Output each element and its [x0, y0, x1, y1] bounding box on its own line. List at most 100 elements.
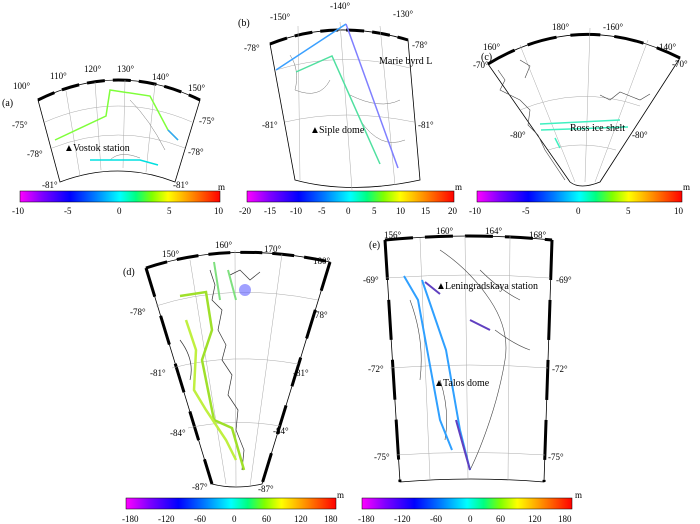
panel-d-track-2: [184, 319, 238, 461]
vostok-station-label: Vostok station: [73, 143, 130, 154]
colorbar-tick: -180: [122, 514, 139, 524]
colorbar-tick: -10: [469, 206, 481, 216]
panel-d-colorbar-unit: m: [337, 490, 344, 500]
panel-b-coastline: [289, 54, 406, 143]
panel-b-frame: [269, 29, 421, 188]
panel-e-lat-label-right: -72°: [552, 364, 568, 374]
map-panel-a: (a) 100° 110° 120° 130° 140° 150° -75° -…: [2, 64, 225, 216]
colorbar-tick: 60: [262, 514, 272, 524]
siple-dome-label: Siple dome: [319, 125, 365, 136]
panel-c-lat-label-left: -80°: [510, 130, 526, 140]
colorbar-tick: -20: [239, 206, 251, 216]
panel-a-lat-label-right: -81°: [173, 180, 189, 190]
panel-d-lon-labels: 150° 160° 170° 180°: [162, 240, 331, 266]
colorbar-tick: 10: [396, 206, 406, 216]
panel-a-lon-label: 150°: [188, 83, 206, 93]
panel-c-colorbar-ticks: -10 -5 0 5 10: [469, 206, 684, 216]
panel-b-colorbar-unit: m: [455, 182, 462, 192]
panel-e-frame: [384, 235, 553, 483]
vostok-station-marker: ▲: [64, 143, 74, 154]
panel-e-lat-labels: -69° -72° -75° -69° -72° -75°: [363, 275, 572, 462]
panel-b-lat-label-left: -78°: [244, 43, 260, 53]
panel-d-lat-label-left: -84°: [170, 428, 186, 438]
panel-e-colorbar-unit: m: [575, 490, 582, 500]
leningradskaya-station-label: Leningradskaya station: [445, 281, 538, 292]
colorbar-tick: 10: [214, 206, 224, 216]
colorbar-tick: 0: [346, 206, 351, 216]
panel-a-lat-label-right: -75°: [199, 116, 215, 126]
panel-a-lon-label: 120°: [84, 64, 102, 74]
panel-c-outer-arc: [487, 32, 681, 66]
panel-a-lat-label-left: -78°: [27, 149, 43, 159]
map-panel-c: (c) 160° 180° -160° -140° -70° -80° -70°…: [469, 22, 690, 216]
panel-e-side-right: [542, 239, 554, 483]
panel-e-label: (e): [369, 240, 380, 251]
panel-c-lat-label-left: -70°: [473, 60, 489, 70]
panel-e-lat-label-left: -75°: [374, 452, 390, 462]
panel-e-colorbar: [361, 497, 573, 510]
panel-c-lat-label-right: -80°: [632, 130, 648, 140]
panel-a-lat-label-left: -75°: [12, 120, 28, 130]
colorbar-tick: 5: [626, 206, 631, 216]
panel-e-lon-label: 164°: [485, 226, 503, 236]
panel-c-label: (c): [481, 52, 492, 63]
panel-d-lon-label: 180°: [313, 256, 331, 266]
panel-b-track-2: [345, 23, 399, 169]
panel-c-lon-label: 180°: [552, 22, 570, 32]
panel-b-label: (b): [238, 18, 250, 29]
colorbar-tick: 0: [468, 514, 473, 524]
panel-b-track-3: [295, 55, 381, 165]
panel-c-coastline: [497, 59, 651, 181]
colorbar-tick: 5: [167, 206, 172, 216]
colorbar-tick: 120: [294, 514, 308, 524]
panel-c-colorbar: [476, 190, 683, 203]
panel-e-side-left: [383, 239, 402, 483]
panel-d-lat-label-left: -78°: [130, 307, 146, 317]
panel-c-lon-label: 160°: [483, 42, 501, 52]
colorbar-tick: -60: [194, 514, 206, 524]
panel-b-track-1: [275, 23, 347, 71]
panel-a-lat-labels: -75° -78° -81° -75° -78° -81°: [12, 116, 215, 190]
leningradskaya-station-marker: ▲: [436, 281, 446, 292]
colorbar-tick: 180: [324, 514, 338, 524]
panel-e-track-1: [403, 275, 453, 451]
panel-e-lat-label-left: -69°: [363, 275, 379, 285]
panel-d-lat-label-left: -81°: [150, 368, 166, 378]
panel-d-lat-label-right: -81°: [293, 368, 309, 378]
panel-c-colorbar-unit: m: [683, 182, 690, 192]
colorbar-tick: -120: [158, 514, 175, 524]
panel-c-lat-labels: -70° -80° -70° -80°: [473, 59, 688, 140]
panel-d-lat-label-right: -87°: [258, 484, 274, 494]
colorbar-tick: -5: [64, 206, 72, 216]
panel-e-coastline: [409, 249, 531, 471]
panel-b-lat-label-right: -78°: [412, 40, 428, 50]
panel-e-track-3: [424, 281, 491, 471]
panel-a-outer-arc: [37, 78, 201, 102]
panel-b-grid: [275, 21, 415, 191]
panel-d-colorbar: [125, 497, 337, 510]
panel-e-lon-label: 160°: [436, 226, 454, 236]
colorbar-tick: -5: [522, 206, 530, 216]
panel-c-grid: [519, 27, 649, 183]
talos-dome-label: Talos dome: [443, 378, 490, 389]
panel-e-grid: [385, 235, 551, 481]
colorbar-tick: -5: [318, 206, 326, 216]
panel-d-lat-labels: -78° -81° -84° -87° -78° -81° -84° -87°: [130, 307, 328, 494]
ross-ice-shelf-label: Ross ice shelt: [570, 123, 625, 134]
panel-d-lon-label: 170°: [264, 244, 282, 254]
panel-a-track-2: [90, 159, 159, 166]
colorbar-tick: 15: [421, 206, 431, 216]
panel-a-colorbar-unit: m: [218, 182, 225, 192]
panel-d-lon-label: 150°: [162, 249, 180, 259]
colorbar-tick: -60: [430, 514, 442, 524]
panel-e-lon-label: 156°: [384, 230, 402, 240]
talos-dome-marker: ▲: [434, 378, 444, 389]
map-panel-e: (e) 156° 160° 164° 168° -69° -72° -75° -…: [358, 226, 582, 524]
panel-a-track: [54, 89, 179, 141]
panel-a-lon-label: 130°: [117, 64, 135, 74]
map-panel-d: (d) 150° 160° 170° 180° -78° -81° -84° -…: [122, 240, 344, 524]
panel-b-colorbar: [246, 190, 455, 203]
colorbar-tick: -15: [264, 206, 276, 216]
colorbar-tick: 0: [117, 206, 122, 216]
